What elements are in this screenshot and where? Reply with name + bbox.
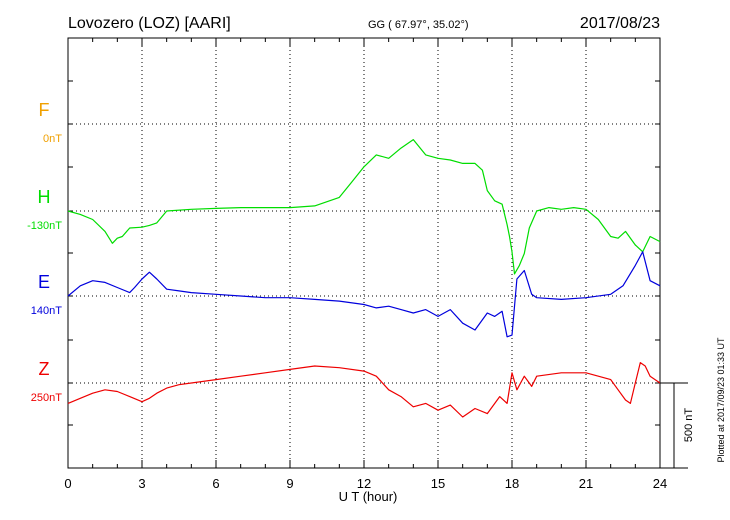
station-title: Lovozero (LOZ) [AARI] [68,15,231,32]
channel-labels: F 0nT H -130nT E 140nT Z 250nT [27,100,62,404]
x-tick-label: 15 [431,476,445,491]
x-axis-title: U T (hour) [339,489,398,504]
x-tick-label: 12 [357,476,371,491]
channel-offset-e: 140nT [31,305,62,317]
channel-label-h: H [38,187,51,207]
channel-label-f: F [39,100,50,120]
plotted-timestamp: Plotted at 2017/09/23 01:33 UT [716,337,726,463]
channel-offset-z: 250nT [31,392,62,404]
trace-z [67,362,661,418]
trace-e [67,251,661,338]
x-tick-label: 9 [286,476,293,491]
trace-h [67,139,661,275]
scale-bar-label: 500 nT [683,408,695,443]
x-tick-label: 3 [138,476,145,491]
x-tick-label: 0 [64,476,71,491]
plot-date: 2017/08/23 [580,15,660,32]
x-tick-label: 6 [212,476,219,491]
channel-offset-f: 0nT [43,133,62,145]
geographic-coordinates: GG ( 67.97°, 35.02°) [368,19,469,31]
axis-ticks: 0 3 6 9 12 15 18 21 24 [64,38,667,491]
trace-group [67,139,661,418]
plot-grid [68,38,660,468]
channel-offset-h: -130nT [27,220,62,232]
x-tick-label: 21 [579,476,593,491]
x-tick-label: 24 [653,476,667,491]
channel-label-z: Z [39,359,50,379]
x-tick-label: 18 [505,476,519,491]
channel-label-e: E [38,272,50,292]
